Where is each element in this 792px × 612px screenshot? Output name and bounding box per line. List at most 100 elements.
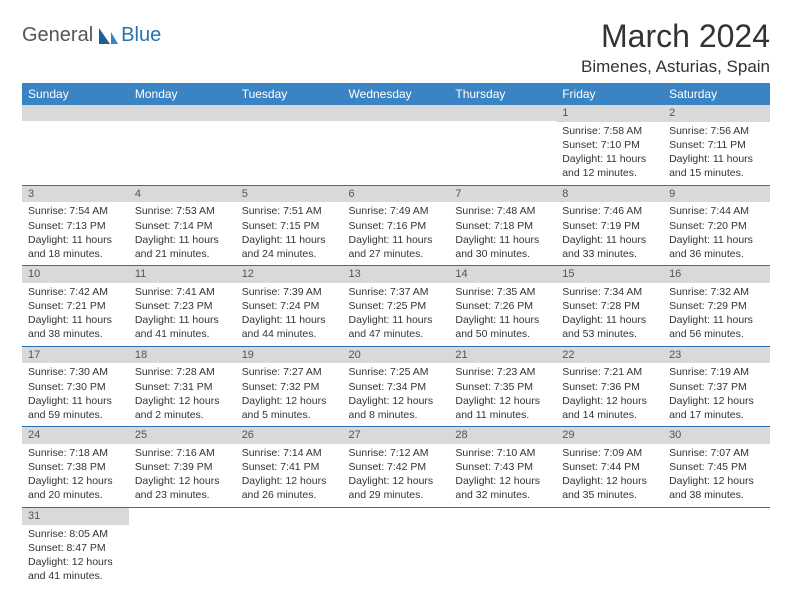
daynum-blank [343, 105, 450, 121]
daylight-line1: Daylight: 11 hours [349, 313, 444, 327]
day-header: Tuesday [236, 83, 343, 105]
day-number: 3 [22, 186, 129, 203]
calendar-body: 1Sunrise: 7:58 AMSunset: 7:10 PMDaylight… [22, 105, 770, 587]
sunrise-line: Sunrise: 7:46 AM [562, 204, 657, 218]
daynum-blank [236, 105, 343, 121]
daylight-line2: and 21 minutes. [135, 247, 230, 261]
location: Bimenes, Asturias, Spain [581, 57, 770, 77]
daylight-line1: Daylight: 11 hours [455, 313, 550, 327]
daylight-line1: Daylight: 12 hours [242, 394, 337, 408]
day-header: Friday [556, 83, 663, 105]
sunset-line: Sunset: 7:42 PM [349, 460, 444, 474]
sunrise-line: Sunrise: 7:30 AM [28, 365, 123, 379]
calendar-cell: 25Sunrise: 7:16 AMSunset: 7:39 PMDayligh… [129, 427, 236, 508]
daylight-line2: and 11 minutes. [455, 408, 550, 422]
day-number: 7 [449, 186, 556, 203]
sunrise-line: Sunrise: 7:48 AM [455, 204, 550, 218]
sunset-line: Sunset: 7:11 PM [669, 138, 764, 152]
sunrise-line: Sunrise: 7:23 AM [455, 365, 550, 379]
daylight-line2: and 26 minutes. [242, 488, 337, 502]
calendar-cell: 21Sunrise: 7:23 AMSunset: 7:35 PMDayligh… [449, 346, 556, 427]
daylight-line1: Daylight: 12 hours [455, 394, 550, 408]
sunset-line: Sunset: 7:39 PM [135, 460, 230, 474]
daylight-line2: and 35 minutes. [562, 488, 657, 502]
daylight-line1: Daylight: 11 hours [242, 233, 337, 247]
sunrise-line: Sunrise: 7:27 AM [242, 365, 337, 379]
daynum-blank [129, 105, 236, 121]
day-number: 1 [556, 105, 663, 122]
sunset-line: Sunset: 7:37 PM [669, 380, 764, 394]
day-header: Saturday [663, 83, 770, 105]
sunrise-line: Sunrise: 7:42 AM [28, 285, 123, 299]
sunset-line: Sunset: 7:14 PM [135, 219, 230, 233]
daylight-line1: Daylight: 12 hours [349, 474, 444, 488]
calendar-cell: 24Sunrise: 7:18 AMSunset: 7:38 PMDayligh… [22, 427, 129, 508]
daylight-line2: and 12 minutes. [562, 166, 657, 180]
month-title: March 2024 [581, 18, 770, 55]
sunrise-line: Sunrise: 7:25 AM [349, 365, 444, 379]
sunset-line: Sunset: 7:32 PM [242, 380, 337, 394]
daylight-line1: Daylight: 12 hours [28, 474, 123, 488]
daylight-line1: Daylight: 11 hours [135, 313, 230, 327]
sunset-line: Sunset: 7:36 PM [562, 380, 657, 394]
day-header: Wednesday [343, 83, 450, 105]
calendar-cell: 12Sunrise: 7:39 AMSunset: 7:24 PMDayligh… [236, 266, 343, 347]
daylight-line1: Daylight: 11 hours [28, 394, 123, 408]
sunset-line: Sunset: 7:16 PM [349, 219, 444, 233]
daylight-line2: and 8 minutes. [349, 408, 444, 422]
daylight-line1: Daylight: 12 hours [135, 474, 230, 488]
day-number: 14 [449, 266, 556, 283]
calendar-cell: 17Sunrise: 7:30 AMSunset: 7:30 PMDayligh… [22, 346, 129, 427]
calendar-cell: 14Sunrise: 7:35 AMSunset: 7:26 PMDayligh… [449, 266, 556, 347]
calendar-cell: 8Sunrise: 7:46 AMSunset: 7:19 PMDaylight… [556, 185, 663, 266]
daylight-line2: and 41 minutes. [135, 327, 230, 341]
calendar-cell: 9Sunrise: 7:44 AMSunset: 7:20 PMDaylight… [663, 185, 770, 266]
day-number: 28 [449, 427, 556, 444]
daylight-line1: Daylight: 11 hours [669, 152, 764, 166]
day-number: 22 [556, 347, 663, 364]
calendar-cell: 23Sunrise: 7:19 AMSunset: 7:37 PMDayligh… [663, 346, 770, 427]
day-number: 26 [236, 427, 343, 444]
calendar-cell: 20Sunrise: 7:25 AMSunset: 7:34 PMDayligh… [343, 346, 450, 427]
sunset-line: Sunset: 7:44 PM [562, 460, 657, 474]
sunset-line: Sunset: 7:38 PM [28, 460, 123, 474]
calendar-cell: 11Sunrise: 7:41 AMSunset: 7:23 PMDayligh… [129, 266, 236, 347]
daylight-line1: Daylight: 11 hours [669, 233, 764, 247]
sunset-line: Sunset: 7:26 PM [455, 299, 550, 313]
calendar-cell [236, 105, 343, 185]
day-number: 15 [556, 266, 663, 283]
sunset-line: Sunset: 7:43 PM [455, 460, 550, 474]
daylight-line1: Daylight: 11 hours [455, 233, 550, 247]
daylight-line1: Daylight: 11 hours [562, 233, 657, 247]
calendar-cell: 22Sunrise: 7:21 AMSunset: 7:36 PMDayligh… [556, 346, 663, 427]
sail-icon [97, 26, 119, 46]
day-number: 19 [236, 347, 343, 364]
sunrise-line: Sunrise: 7:54 AM [28, 204, 123, 218]
sunrise-line: Sunrise: 7:07 AM [669, 446, 764, 460]
day-number: 11 [129, 266, 236, 283]
sunrise-line: Sunrise: 7:32 AM [669, 285, 764, 299]
day-number: 4 [129, 186, 236, 203]
calendar-cell: 6Sunrise: 7:49 AMSunset: 7:16 PMDaylight… [343, 185, 450, 266]
sunrise-line: Sunrise: 7:21 AM [562, 365, 657, 379]
sunrise-line: Sunrise: 7:28 AM [135, 365, 230, 379]
daylight-line2: and 2 minutes. [135, 408, 230, 422]
calendar-week-row: 1Sunrise: 7:58 AMSunset: 7:10 PMDaylight… [22, 105, 770, 185]
day-number: 8 [556, 186, 663, 203]
sunset-line: Sunset: 7:10 PM [562, 138, 657, 152]
day-number: 21 [449, 347, 556, 364]
sunrise-line: Sunrise: 7:41 AM [135, 285, 230, 299]
daylight-line1: Daylight: 12 hours [28, 555, 123, 569]
daylight-line1: Daylight: 11 hours [562, 152, 657, 166]
calendar-week-row: 3Sunrise: 7:54 AMSunset: 7:13 PMDaylight… [22, 185, 770, 266]
daylight-line2: and 17 minutes. [669, 408, 764, 422]
calendar-cell: 26Sunrise: 7:14 AMSunset: 7:41 PMDayligh… [236, 427, 343, 508]
daylight-line2: and 30 minutes. [455, 247, 550, 261]
calendar-cell: 27Sunrise: 7:12 AMSunset: 7:42 PMDayligh… [343, 427, 450, 508]
day-header: Monday [129, 83, 236, 105]
calendar-cell: 1Sunrise: 7:58 AMSunset: 7:10 PMDaylight… [556, 105, 663, 185]
sunrise-line: Sunrise: 7:51 AM [242, 204, 337, 218]
daylight-line2: and 33 minutes. [562, 247, 657, 261]
sunrise-line: Sunrise: 7:56 AM [669, 124, 764, 138]
calendar-cell: 28Sunrise: 7:10 AMSunset: 7:43 PMDayligh… [449, 427, 556, 508]
